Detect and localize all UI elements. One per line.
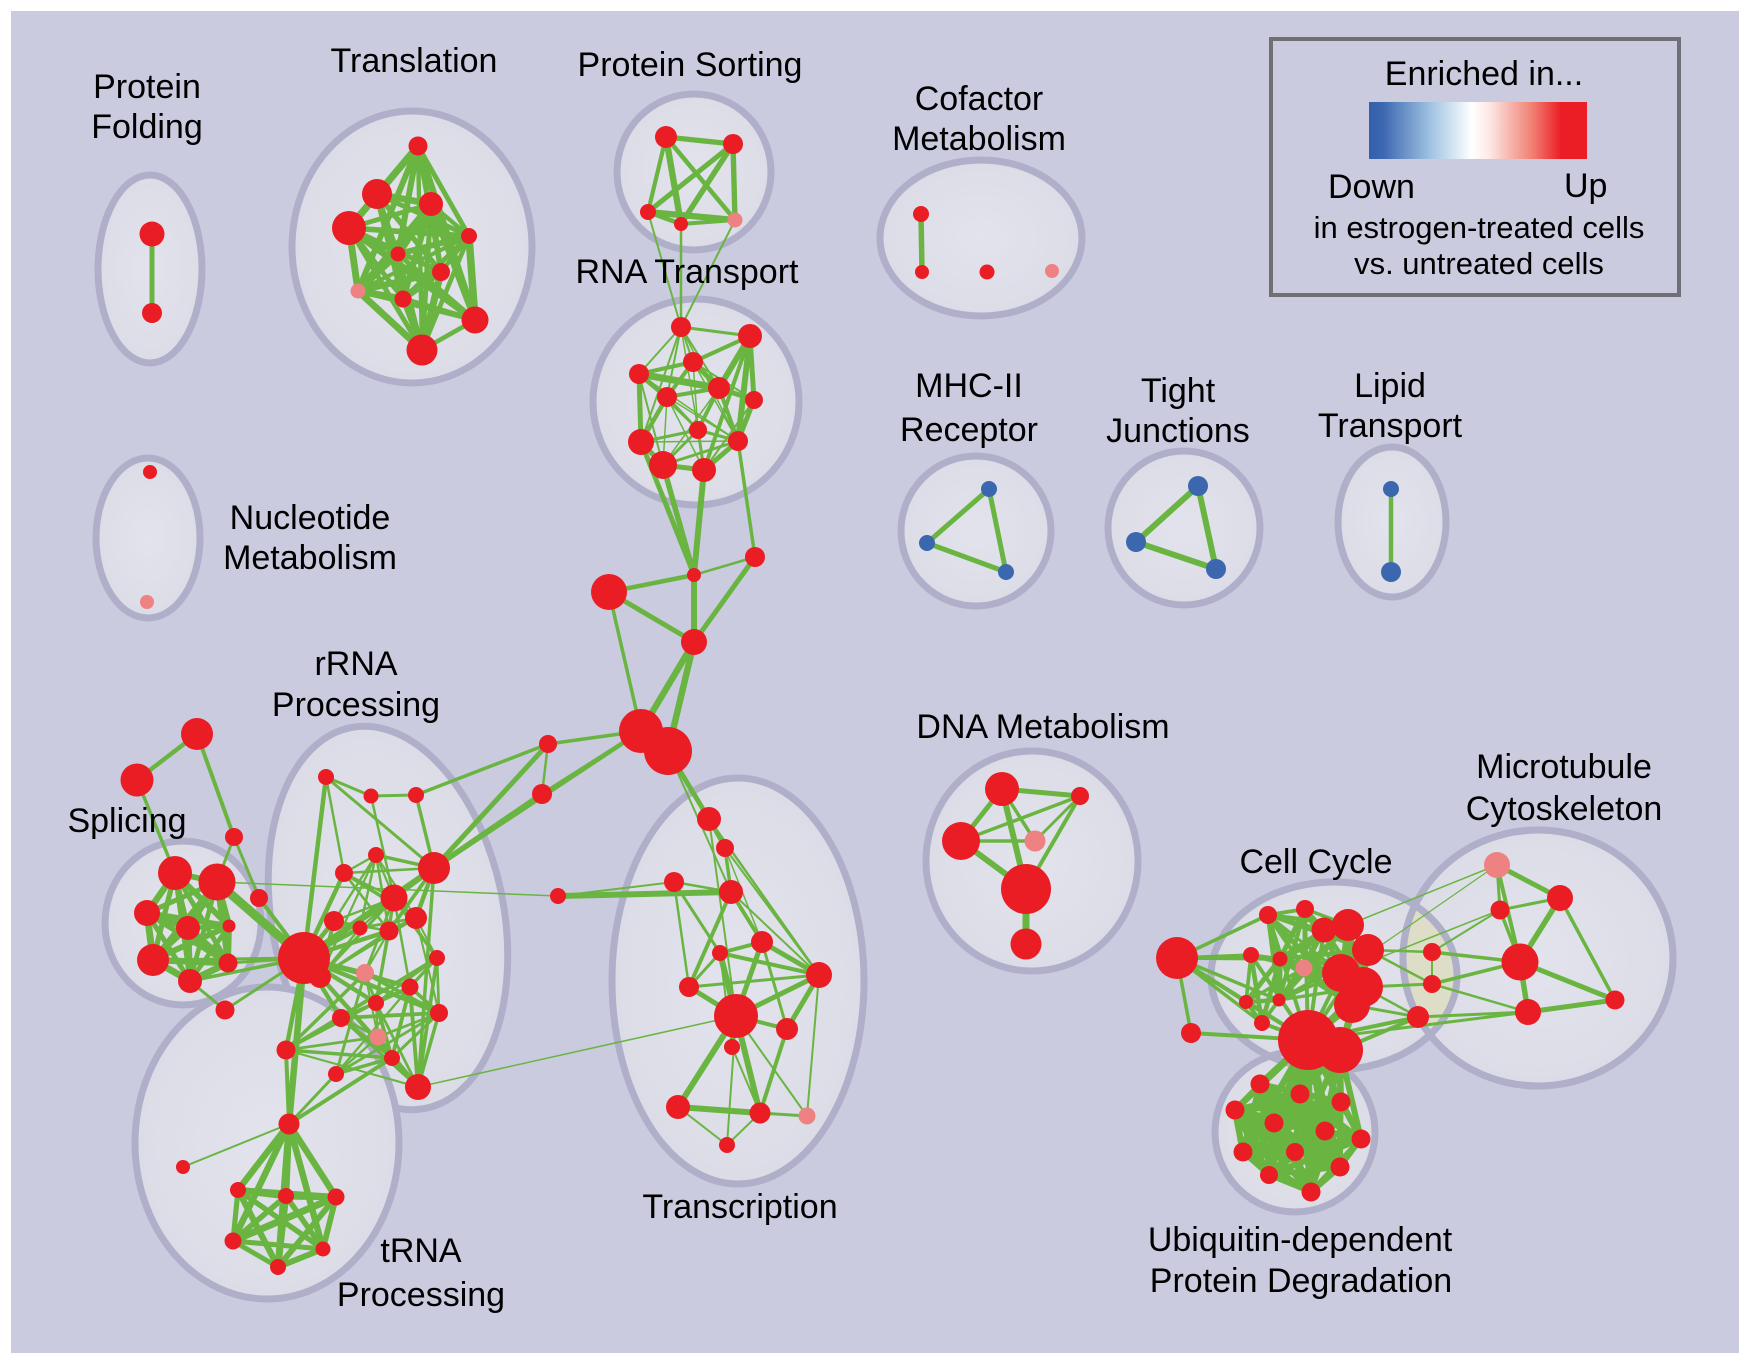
svg-text:Microtubule: Microtubule (1476, 748, 1652, 786)
svg-text:Translation: Translation (331, 42, 498, 80)
svg-text:Metabolism: Metabolism (892, 120, 1066, 158)
svg-text:Processing: Processing (337, 1276, 505, 1314)
svg-text:MHC-II: MHC-II (915, 367, 1023, 405)
svg-text:Ubiquitin-dependent: Ubiquitin-dependent (1148, 1221, 1453, 1259)
svg-text:Enriched in...: Enriched in... (1385, 55, 1583, 93)
svg-text:Junctions: Junctions (1106, 412, 1250, 450)
svg-text:Splicing: Splicing (67, 802, 186, 840)
svg-text:Folding: Folding (91, 108, 203, 146)
svg-text:rRNA: rRNA (314, 645, 397, 683)
svg-text:Lipid: Lipid (1354, 367, 1426, 405)
svg-text:Processing: Processing (272, 686, 440, 724)
svg-text:Cofactor: Cofactor (915, 80, 1044, 118)
svg-text:Transcription: Transcription (642, 1188, 837, 1226)
svg-text:in estrogen-treated cells: in estrogen-treated cells (1314, 210, 1645, 245)
svg-text:Protein Degradation: Protein Degradation (1150, 1262, 1452, 1300)
svg-text:Nucleotide: Nucleotide (230, 499, 391, 537)
svg-text:Receptor: Receptor (900, 411, 1038, 449)
svg-text:Cytoskeleton: Cytoskeleton (1466, 790, 1663, 828)
svg-text:tRNA: tRNA (380, 1232, 462, 1270)
svg-text:Protein: Protein (93, 68, 201, 106)
svg-text:Tight: Tight (1141, 372, 1216, 410)
svg-text:RNA Transport: RNA Transport (576, 253, 800, 291)
svg-text:Transport: Transport (1318, 407, 1463, 445)
svg-text:Metabolism: Metabolism (223, 539, 397, 577)
svg-text:DNA Metabolism: DNA Metabolism (916, 708, 1169, 746)
svg-text:Up: Up (1564, 167, 1607, 205)
svg-text:Down: Down (1328, 168, 1415, 206)
svg-text:vs. untreated cells: vs. untreated cells (1354, 246, 1604, 281)
svg-text:Protein Sorting: Protein Sorting (578, 46, 803, 84)
svg-text:Cell Cycle: Cell Cycle (1239, 843, 1392, 881)
